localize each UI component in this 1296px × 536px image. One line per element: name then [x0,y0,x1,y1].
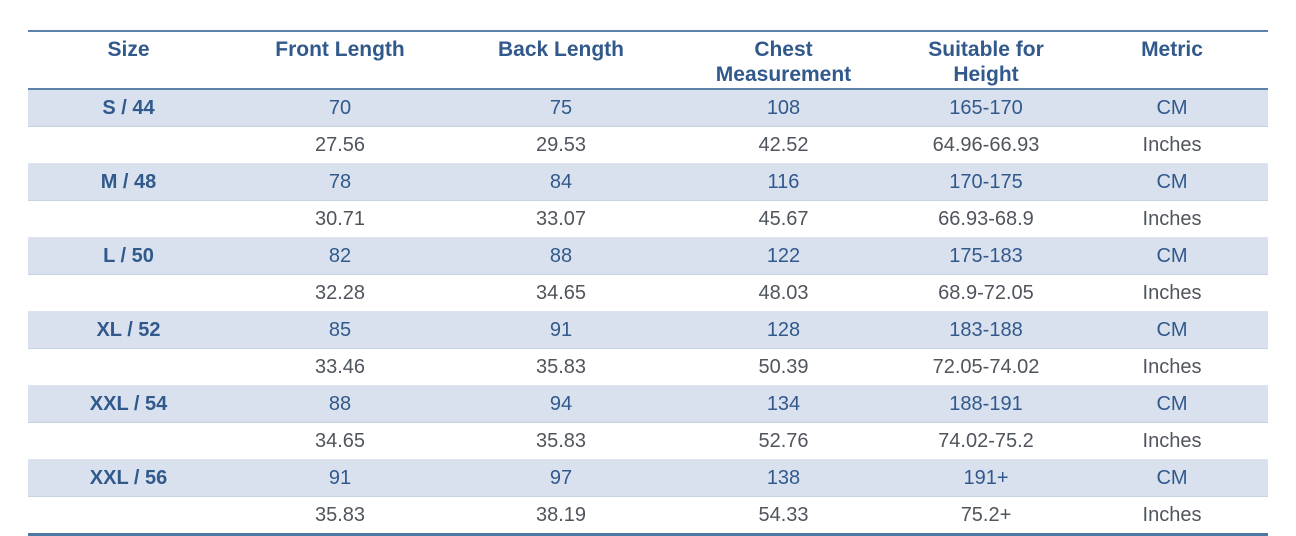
back-length-value: 33.07 [535,208,587,230]
height-value: 74.02-75.2 [938,430,1034,452]
metric-value: Inches [1142,134,1202,156]
chest-value: 116 [767,171,800,193]
front-length-value: 27.56 [314,134,366,156]
front-length-value: 88 [328,393,352,415]
size-label: XL / 52 [96,319,161,341]
table-row-m48-inches: 30.71 33.07 45.67 66.93-68.9 Inches [28,201,1268,238]
header-cell-back-length: Back Length [451,32,671,88]
back-length-value: 34.65 [535,282,587,304]
chest-value: 122 [766,245,801,267]
chest-value: 48.03 [758,282,809,304]
header-cell-metric: Metric [1076,32,1268,88]
metric-value: CM [1156,467,1188,489]
metric-value: CM [1156,97,1188,119]
size-label: XXL / 54 [89,393,168,415]
back-length-value: 84 [549,171,573,193]
front-length-value: 70 [328,97,352,119]
chest-value: 45.67 [758,208,809,230]
table-row-s44-cm: S / 44 70 75 108 165-170 CM [28,90,1268,127]
front-length-value: 30.71 [314,208,366,230]
table-row-s44-inches: 27.56 29.53 42.52 64.96-66.93 Inches [28,127,1268,164]
header-cell-chest-measurement: Chest Measurement [671,32,896,88]
metric-value: CM [1156,393,1188,415]
back-length-value: 97 [549,467,573,489]
table-row-xxl54-inches: 34.65 35.83 52.76 74.02-75.2 Inches [28,423,1268,460]
front-length-value: 35.83 [314,504,366,526]
table-row-l50-cm: L / 50 82 88 122 175-183 CM [28,238,1268,275]
front-length-value: 78 [328,171,352,193]
height-value: 188-191 [949,393,1023,415]
chest-value: 134 [766,393,801,415]
height-value: 64.96-66.93 [932,134,1040,156]
size-label: XXL / 56 [89,467,168,489]
height-value: 165-170 [949,97,1023,119]
metric-value: Inches [1142,356,1202,378]
size-label: S / 44 [102,97,155,119]
height-value: 75.2+ [960,504,1012,526]
size-label: M / 48 [100,171,157,193]
header-label: Back Length [497,38,625,61]
table-row-l50-inches: 32.28 34.65 48.03 68.9-72.05 Inches [28,275,1268,312]
chest-value: 108 [766,97,801,119]
back-length-value: 91 [549,319,573,341]
chest-value: 138 [766,467,801,489]
metric-value: CM [1156,319,1188,341]
size-label: L / 50 [103,245,154,267]
back-length-value: 75 [549,97,573,119]
header-label: Chest [754,38,813,61]
metric-value: Inches [1142,282,1202,304]
chest-value: 54.33 [758,504,809,526]
metric-value: Inches [1142,504,1202,526]
height-value: 66.93-68.9 [938,208,1034,230]
header-cell-front-length: Front Length [229,32,451,88]
size-chart-table: Size Front Length Back Length Chest Meas… [28,30,1268,536]
front-length-value: 85 [328,319,352,341]
table-row-xxl54-cm: XXL / 54 88 94 134 188-191 CM [28,386,1268,423]
back-length-value: 88 [549,245,573,267]
front-length-value: 32.28 [314,282,366,304]
metric-value: CM [1156,245,1188,267]
header-label-line2: Measurement [715,63,852,86]
chest-value: 52.76 [758,430,809,452]
header-label: Front Length [275,38,405,61]
front-length-value: 91 [328,467,352,489]
height-value: 175-183 [949,245,1023,267]
back-length-value: 38.19 [535,504,587,526]
height-value: 72.05-74.02 [932,356,1040,378]
height-value: 68.9-72.05 [938,282,1034,304]
table-row-xl52-cm: XL / 52 85 91 128 183-188 CM [28,312,1268,349]
metric-value: Inches [1142,208,1202,230]
table-row-xxl56-cm: XXL / 56 91 97 138 191+ CM [28,460,1268,497]
metric-value: Inches [1142,430,1202,452]
height-value: 191+ [963,467,1009,489]
front-length-value: 34.65 [314,430,366,452]
metric-value: CM [1156,171,1188,193]
chest-value: 50.39 [758,356,809,378]
header-cell-size: Size [28,32,229,88]
back-length-value: 35.83 [535,430,587,452]
table-row-xl52-inches: 33.46 35.83 50.39 72.05-74.02 Inches [28,349,1268,386]
front-length-value: 82 [328,245,352,267]
front-length-value: 33.46 [314,356,366,378]
header-label: Size [107,38,150,61]
table-row-xxl56-inches: 35.83 38.19 54.33 75.2+ Inches [28,497,1268,533]
height-value: 183-188 [949,319,1023,341]
table-row-m48-cm: M / 48 78 84 116 170-175 CM [28,164,1268,201]
header-row: Size Front Length Back Length Chest Meas… [28,32,1268,90]
header-label: Suitable for [928,38,1044,61]
chest-value: 42.52 [758,134,809,156]
header-cell-suitable-height: Suitable for Height [896,32,1076,88]
back-length-value: 35.83 [535,356,587,378]
chest-value: 128 [766,319,801,341]
back-length-value: 94 [549,393,573,415]
header-label: Metric [1141,38,1203,61]
back-length-value: 29.53 [535,134,587,156]
header-label-line2: Height [953,63,1019,86]
height-value: 170-175 [949,171,1023,193]
